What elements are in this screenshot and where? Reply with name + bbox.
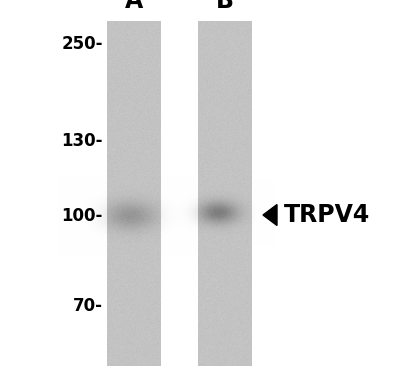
Text: 70-: 70- xyxy=(73,296,103,315)
Text: B: B xyxy=(216,0,234,13)
Text: 130-: 130- xyxy=(62,132,103,151)
Text: TRPV4: TRPV4 xyxy=(284,203,370,227)
Polygon shape xyxy=(263,204,277,225)
Text: 250-: 250- xyxy=(62,35,103,53)
Text: A: A xyxy=(125,0,143,13)
Text: 100-: 100- xyxy=(62,207,103,225)
